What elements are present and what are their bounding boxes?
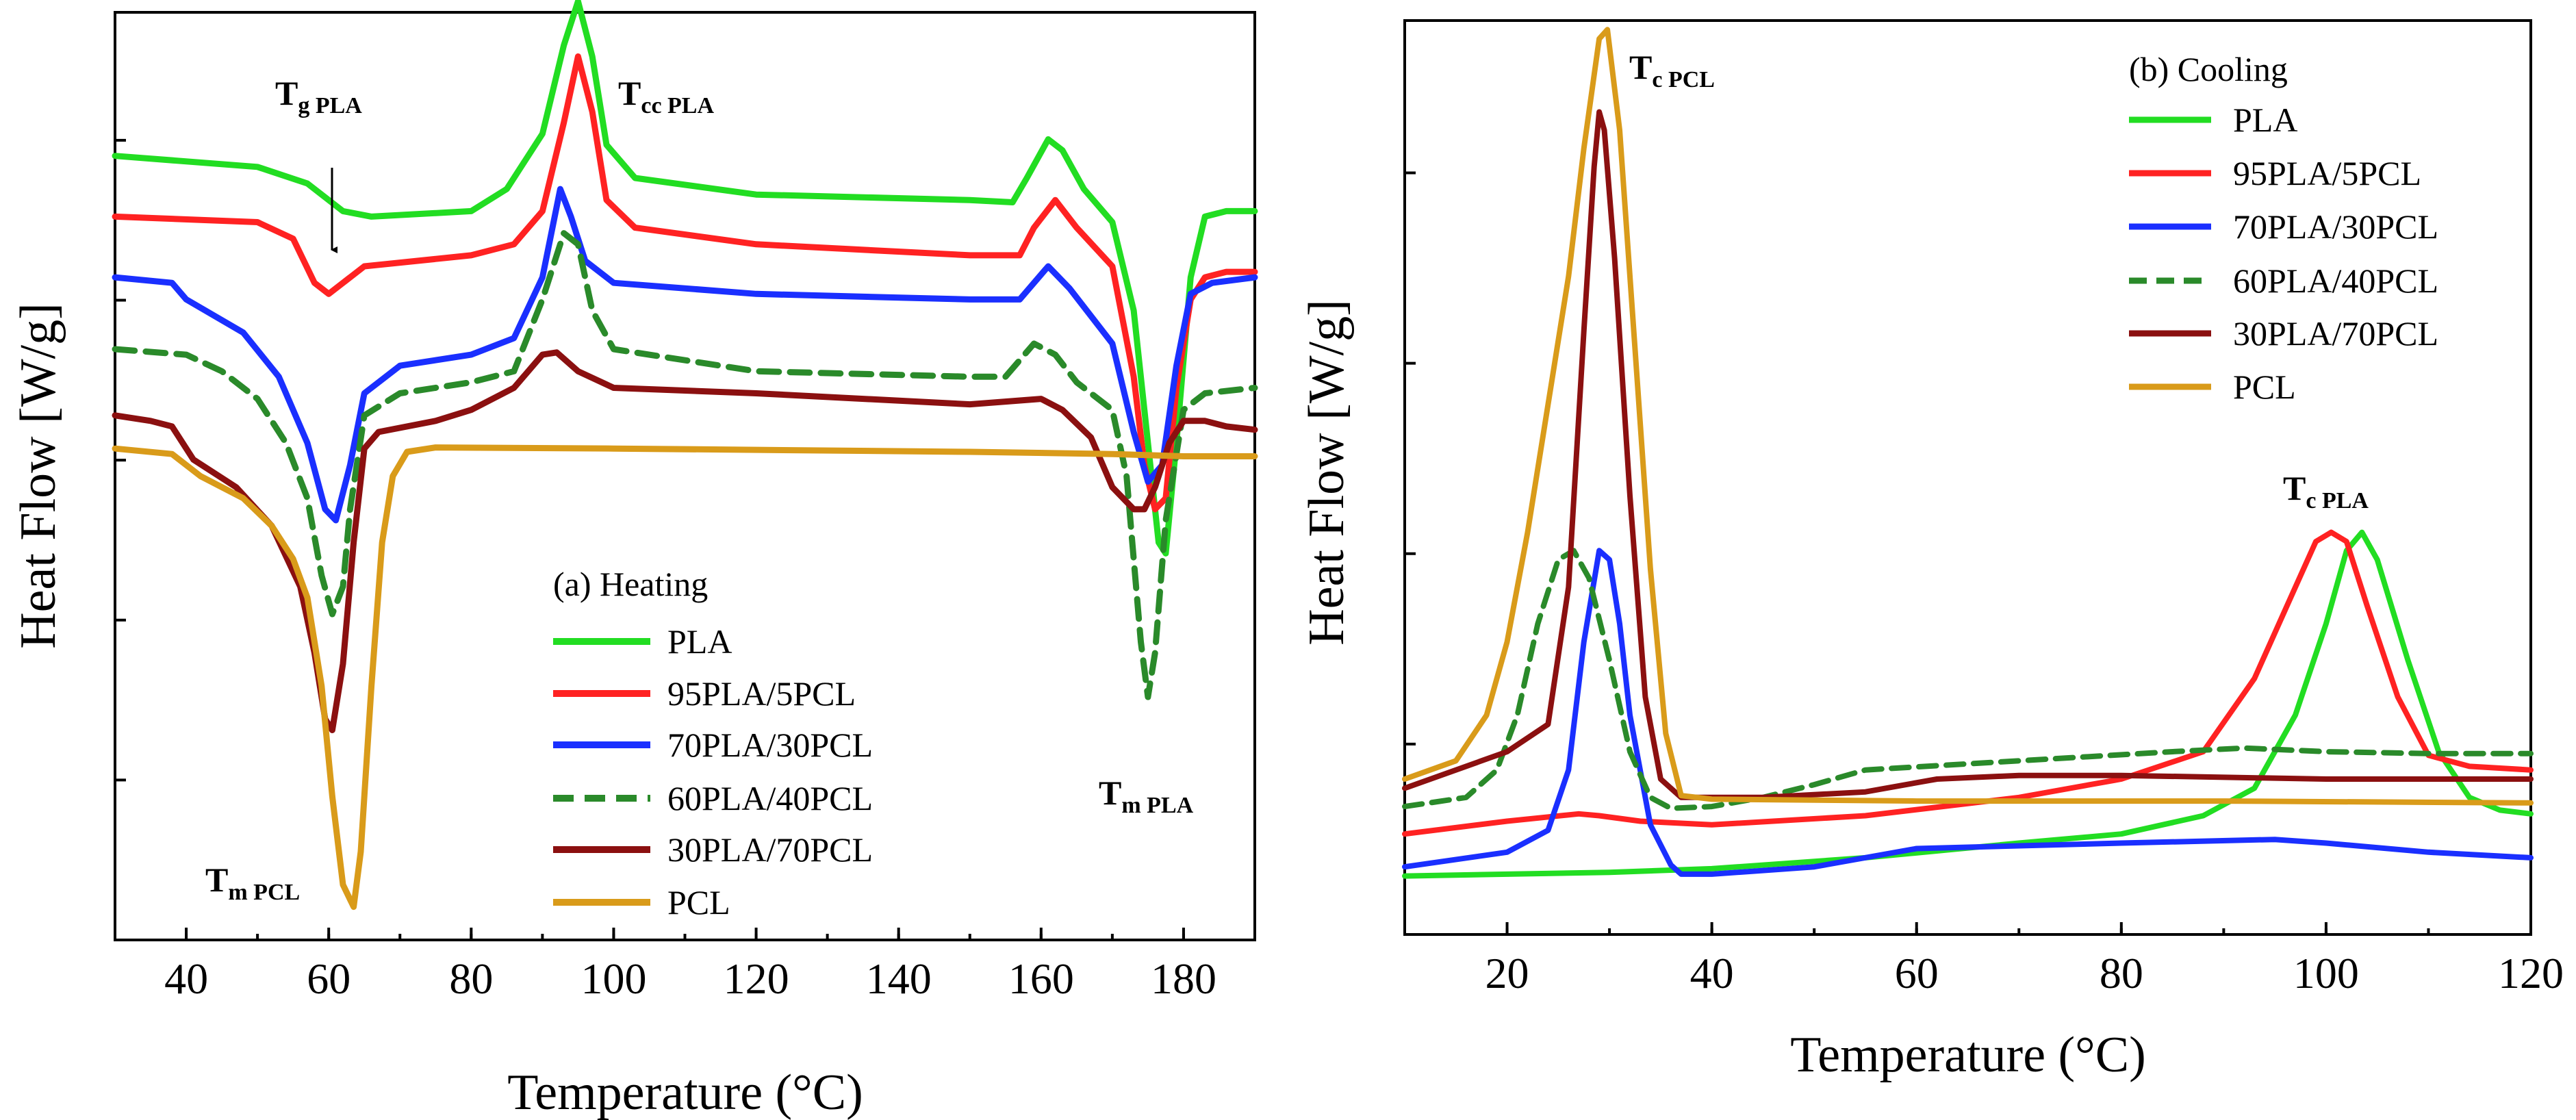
annotation-tcc-pla: Tcc PLA: [618, 74, 714, 118]
legend-item: 70PLA/30PCL: [553, 726, 873, 764]
x-tick-label: 100: [2293, 949, 2359, 997]
legend-label: 30PLA/70PCL: [667, 830, 873, 869]
x-ticks-b: 20 40 60 80 100 120: [1403, 922, 2564, 997]
series-line-pcl: [112, 444, 1258, 911]
series-line-95pla-5pcl: [112, 53, 1258, 513]
series-group-b: [1402, 27, 2534, 879]
annotation-subscript: m PLA: [1121, 793, 1193, 818]
legend-label: PLA: [667, 622, 732, 661]
legend-label: 60PLA/40PCL: [2233, 262, 2438, 300]
x-tick-label: 120: [724, 954, 789, 1003]
legend-label: 60PLA/40PCL: [667, 779, 873, 817]
x-tick-label: 60: [1895, 949, 1939, 997]
series-line-pcl: [1402, 27, 2534, 806]
panel-b-cooling: 20 40 60 80 100 120 Temperature (°C) Heat Flo…: [1299, 19, 2564, 1083]
legend-item: 95PLA/5PCL: [2129, 154, 2421, 192]
annotation-subscript: c PCL: [1652, 67, 1715, 92]
series-line-70pla-30pcl: [1402, 548, 2534, 877]
x-tick-label: 160: [1008, 954, 1074, 1003]
legend-label: 70PLA/30PCL: [2233, 207, 2438, 246]
legend-item: 60PLA/40PCL: [2129, 262, 2438, 300]
series-line-30pla-70pcl: [1402, 109, 2534, 800]
x-tick-label: 20: [1485, 949, 1529, 997]
x-tick-label: 40: [164, 954, 208, 1003]
series-line-60pla-40pcl: [112, 230, 1258, 700]
annotation-main-text: T: [1099, 774, 1121, 812]
x-tick-label: 120: [2498, 949, 2564, 997]
y-axis-label-b: Heat Flow [W/g]: [1299, 299, 1355, 646]
legend-item: 70PLA/30PCL: [2129, 207, 2438, 246]
annotation-tm-pcl: Tm PCL: [205, 861, 300, 905]
y-ticks-a: [115, 138, 126, 782]
annotation-tc-pla: Tc PLA: [2283, 469, 2369, 513]
x-tick-label: 100: [581, 954, 646, 1003]
legend-label: 95PLA/5PCL: [667, 674, 856, 713]
y-ticks-b: [1405, 171, 1416, 746]
annotation-main-text: T: [275, 74, 298, 112]
series-group-a: [112, 0, 1258, 911]
annotation-main-text: T: [2283, 469, 2306, 507]
legend-label: PLA: [2233, 101, 2297, 139]
legend-label: PCL: [667, 883, 730, 921]
x-axis-label-a: Temperature (°C): [507, 1065, 863, 1120]
annotation-main-text: T: [205, 861, 228, 899]
legend-title-b: (b) Cooling: [2129, 50, 2288, 88]
legend-label: 70PLA/30PCL: [667, 726, 873, 764]
series-line-30pla-70pcl: [112, 349, 1258, 733]
legend-item: PLA: [553, 622, 732, 661]
annotation-tc-pcl: Tc PCL: [1629, 48, 1715, 92]
legend-item: 95PLA/5PCL: [553, 674, 856, 713]
legend-label: 95PLA/5PCL: [2233, 154, 2421, 192]
x-ticks-a: 40 60 80 100 120 140 160 180: [114, 928, 1256, 1003]
plot-frame-b: [1403, 19, 2532, 936]
legend-b: (b) Cooling PLA 95PLA/5PCL 70PLA/30PCL 6…: [2129, 50, 2438, 406]
annotation-tg-pla: Tg PLA: [275, 74, 362, 118]
series-line-60pla-40pcl: [1402, 548, 2534, 811]
x-tick-label: 80: [449, 954, 493, 1003]
annotation-tm-pla: Tm PLA: [1099, 774, 1194, 818]
x-tick-label: 140: [866, 954, 932, 1003]
legend-item: 30PLA/70PCL: [553, 830, 873, 869]
x-axis-label-b: Temperature (°C): [1790, 1027, 2146, 1083]
x-tick-label: 80: [2100, 949, 2143, 997]
x-tick-label: 40: [1690, 949, 1734, 997]
x-tick-label: 180: [1151, 954, 1216, 1003]
legend-item: PCL: [553, 883, 730, 921]
x-tick-label: 60: [307, 954, 350, 1003]
legend-item: 60PLA/40PCL: [553, 779, 873, 817]
series-line-70pla-30pcl: [112, 186, 1258, 524]
annotation-subscript: cc PLA: [641, 93, 714, 118]
legend-label: 30PLA/70PCL: [2233, 314, 2438, 353]
annotation-main-text: T: [1629, 48, 1652, 86]
legend-item: PLA: [2129, 101, 2297, 139]
legend-title-a: (a) Heating: [553, 565, 708, 603]
y-axis-label-a: Heat Flow [W/g]: [10, 303, 66, 649]
legend-a: (a) Heating PLA 95PLA/5PCL 70PLA/30PCL 6…: [553, 565, 873, 921]
annotation-subscript: m PCL: [228, 880, 300, 905]
legend-label: PCL: [2233, 368, 2296, 406]
series-line-95pla-5pcl: [1402, 529, 2534, 837]
legend-item: PCL: [2129, 368, 2296, 406]
annotation-subscript: g PLA: [298, 93, 362, 118]
legend-item: 30PLA/70PCL: [2129, 314, 2438, 353]
annotation-main-text: T: [618, 74, 641, 112]
annotation-subscript: c PLA: [2306, 488, 2369, 513]
panel-a-heating: 40 60 80 100 120 140 160 180 Temperature (°C) H…: [10, 0, 1258, 1120]
